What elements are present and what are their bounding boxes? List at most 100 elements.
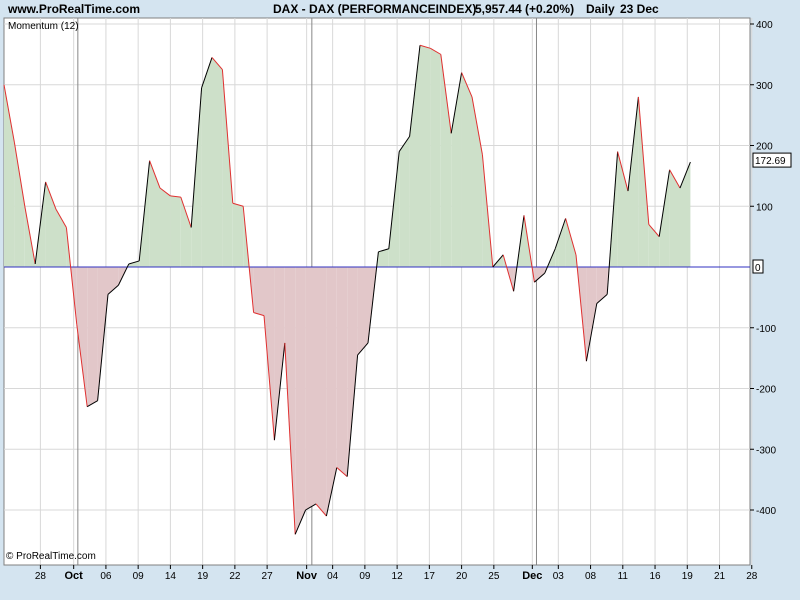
- line-segment-down: [149, 160, 161, 189]
- data-point: [97, 400, 98, 401]
- x-tick-label: 12: [392, 571, 404, 582]
- positive-area: [222, 69, 233, 267]
- data-point: [35, 263, 36, 264]
- line-segment-down: [617, 151, 629, 192]
- negative-area: [284, 267, 296, 535]
- positive-area: [451, 72, 462, 267]
- x-tick-label: 28: [35, 571, 47, 582]
- line-segment-down: [65, 227, 78, 325]
- period-label: Daily: [586, 2, 615, 16]
- x-tick-label: 04: [327, 571, 339, 582]
- site-label[interactable]: www.ProRealTime.com: [8, 2, 141, 16]
- line-segment-down: [55, 209, 67, 228]
- x-tick-label: 20: [456, 571, 468, 582]
- data-point: [3, 84, 4, 85]
- line-segment-up: [190, 87, 203, 228]
- line-segment-down: [76, 324, 88, 407]
- line-segment-up: [627, 96, 639, 192]
- line-segment-up: [378, 248, 389, 253]
- negative-area: [253, 267, 264, 316]
- line-segment-up: [554, 218, 567, 249]
- price-change: 5,957.44 (+0.20%): [475, 2, 575, 16]
- x-tick-label: 19: [197, 571, 209, 582]
- negative-area: [305, 267, 316, 510]
- positive-area: [191, 87, 202, 267]
- plot-area[interactable]: [3, 17, 751, 566]
- data-point: [232, 203, 233, 204]
- data-point: [471, 96, 472, 97]
- line-segment-up: [679, 161, 691, 189]
- line-segment-down: [242, 206, 255, 313]
- data-point: [669, 169, 670, 170]
- positive-area: [180, 197, 192, 267]
- line-segment-up: [409, 45, 421, 137]
- momentum-line: [3, 44, 691, 535]
- line-segment-up: [305, 503, 317, 511]
- data-point: [440, 54, 441, 55]
- positive-area: [160, 188, 171, 267]
- negative-area: [316, 267, 327, 517]
- positive-area: [680, 162, 691, 267]
- positive-area: [378, 248, 389, 267]
- data-point: [357, 354, 358, 355]
- zero-box-frame: [752, 259, 764, 274]
- data-point: [76, 324, 77, 325]
- positive-area: [420, 45, 431, 268]
- line-segment-up: [97, 294, 109, 401]
- data-point: [253, 312, 254, 313]
- positive-area: [128, 260, 140, 267]
- x-tick-label: Oct: [65, 570, 84, 582]
- data-point: [284, 342, 285, 343]
- data-point: [295, 534, 296, 535]
- x-tick-label: 25: [488, 571, 500, 582]
- line-segment-down: [315, 503, 327, 517]
- line-segment-up: [201, 57, 213, 88]
- positive-area: [399, 136, 410, 267]
- data-point: [419, 45, 420, 46]
- line-segment-down: [170, 195, 181, 198]
- data-point: [575, 254, 576, 255]
- data-point: [347, 476, 348, 477]
- line-segment-down: [502, 254, 515, 292]
- positive-area: [170, 195, 181, 267]
- title-bar: www.ProRealTime.com DAX - DAX (PERFORMAN…: [0, 0, 800, 17]
- negative-area: [534, 267, 545, 283]
- current-value-box: 172.69: [752, 152, 792, 168]
- data-point: [409, 136, 410, 137]
- line-segment-up: [585, 303, 598, 362]
- line-segment-up: [534, 272, 546, 283]
- positive-area: [659, 169, 670, 267]
- line-segment-up: [398, 136, 411, 152]
- negative-area: [264, 267, 275, 441]
- positive-area: [430, 48, 441, 267]
- y-tick-label: 100: [756, 202, 773, 213]
- line-segment-up: [596, 293, 608, 304]
- data-point: [607, 294, 608, 295]
- data-point: [596, 303, 597, 304]
- data-point: [555, 248, 556, 249]
- x-tick-label: 22: [229, 571, 241, 582]
- line-segment-up: [606, 151, 619, 295]
- x-tick-label: 14: [165, 571, 177, 582]
- data-point: [191, 227, 192, 228]
- data-point: [638, 96, 639, 97]
- instrument-title: DAX - DAX (PERFORMANCEINDEX): [273, 2, 477, 16]
- line-segment-up: [138, 160, 151, 261]
- data-point: [180, 197, 181, 198]
- negative-area: [586, 267, 597, 362]
- line-segment-down: [253, 312, 265, 317]
- positive-area: [232, 203, 244, 267]
- data-point: [315, 503, 316, 504]
- x-tick-label: 28: [746, 571, 758, 582]
- data-point: [274, 440, 275, 441]
- x-axis: 28 Oct 06 09 14 19 22 27 Nov 04 09 12 17 20 25 Dec 03 08 1…: [4, 564, 758, 582]
- x-tick-label: 17: [424, 571, 436, 582]
- data-point: [87, 406, 88, 407]
- line-segment-down: [336, 467, 348, 477]
- data-point: [482, 154, 483, 155]
- y-tick-label: 200: [756, 142, 773, 153]
- positive-area: [461, 72, 472, 267]
- data-point: [170, 195, 171, 196]
- line-segment-up: [128, 260, 140, 265]
